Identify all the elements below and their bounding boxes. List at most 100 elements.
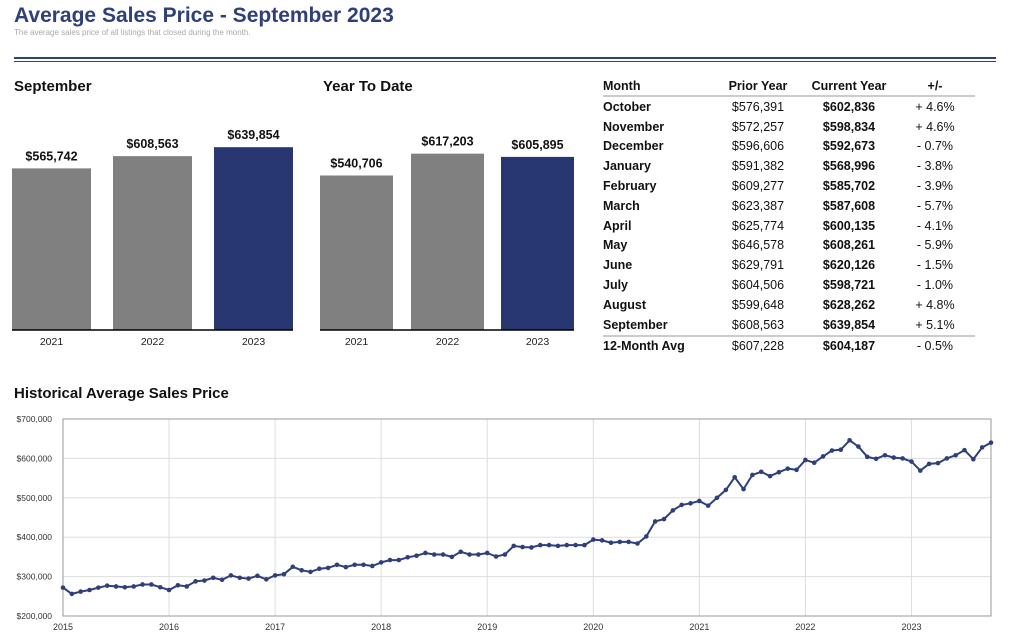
cell-month: July — [603, 278, 629, 293]
data-point — [423, 550, 428, 556]
data-point — [785, 466, 791, 471]
cell-current-year: $628,262 — [822, 297, 876, 312]
data-point — [847, 437, 852, 443]
cell-change: - 0.7% — [916, 139, 954, 154]
cell-current-year: $585,702 — [822, 179, 876, 194]
cell-month: August — [603, 297, 647, 312]
cell-change: - 0.5% — [895, 334, 975, 357]
x-tick-label: 2015 — [53, 622, 73, 632]
ytd-bar-2021 — [320, 175, 393, 330]
cell-current-year: $602,836 — [822, 99, 876, 114]
x-tick-label: 2019 — [477, 622, 497, 632]
data-point — [290, 564, 296, 570]
data-point — [856, 444, 861, 449]
september-bar-2023 — [214, 147, 293, 330]
september-bar-2022 — [113, 156, 192, 330]
data-point — [750, 472, 755, 478]
cell-current-year: $608,261 — [822, 238, 876, 253]
col-header-prior-year: Prior Year — [713, 76, 803, 97]
data-point — [794, 467, 799, 473]
cell-month: April — [603, 218, 632, 233]
data-point — [909, 459, 914, 464]
cell-current-year: $604,187 — [803, 334, 895, 357]
cell-current-year: $600,135 — [822, 218, 876, 233]
data-point — [113, 584, 119, 589]
ytd-category-label: 2023 — [526, 336, 550, 348]
ytd-chart-title: Year To Date — [323, 78, 413, 95]
cell-prior-year: $591,382 — [731, 159, 785, 174]
cell-prior-year: $608,563 — [731, 317, 785, 332]
y-tick-label: $700,000 — [17, 414, 53, 424]
data-point — [149, 582, 154, 587]
cell-change: + 4.6% — [915, 99, 955, 114]
data-point — [334, 562, 340, 568]
data-point — [900, 456, 905, 461]
data-point — [175, 582, 181, 588]
ytd-category-label: 2022 — [436, 336, 460, 348]
data-point — [308, 569, 313, 575]
data-point — [405, 554, 410, 560]
cell-change: - 4.1% — [916, 218, 954, 233]
data-point — [670, 508, 676, 513]
col-header-current-year: Current Year — [803, 76, 895, 97]
data-point — [458, 549, 464, 555]
data-point — [96, 585, 101, 590]
september-chart-title: September — [14, 78, 92, 95]
series-line — [62, 438, 992, 595]
y-tick-label: $400,000 — [17, 532, 53, 542]
data-point — [829, 448, 835, 453]
cell-prior-year: $629,791 — [731, 258, 785, 273]
september-category-label: 2022 — [141, 336, 165, 348]
historical-chart-title: Historical Average Sales Price — [14, 385, 229, 402]
data-point — [484, 550, 490, 556]
cell-prior-year: $609,277 — [731, 179, 785, 194]
cell-prior-year: $596,606 — [731, 139, 785, 154]
table-row: September $608,563 $639,854 + 5.1% — [603, 315, 975, 336]
cell-current-year: $620,126 — [822, 258, 876, 273]
x-tick-label: 2023 — [901, 622, 921, 632]
table-row: July $604,506 $598,721 - 1.0% — [603, 275, 975, 295]
data-point — [803, 457, 808, 463]
cell-prior-year: $623,387 — [731, 198, 785, 213]
data-point — [944, 456, 950, 461]
ytd-bar-2023 — [501, 156, 574, 330]
x-tick-label: 2016 — [159, 622, 179, 632]
cell-current-year: $587,608 — [822, 198, 876, 213]
september-bar-chart: $565,742 2021 $608,563 2022 $639,854 2023 — [12, 128, 293, 348]
data-point — [917, 468, 923, 473]
data-point — [873, 456, 879, 462]
cell-prior-year: $625,774 — [731, 218, 785, 233]
cell-month: December — [603, 139, 664, 154]
cell-month: June — [603, 258, 633, 273]
data-point — [352, 562, 357, 568]
plot-border — [62, 418, 992, 617]
data-point — [564, 542, 570, 548]
historical-line-chart: $200,000 $300,000 $400,000 $500,000 $600,000… — [17, 414, 994, 632]
data-point — [431, 552, 437, 557]
data-point — [476, 552, 481, 557]
table-row: February $609,277 $585,702 - 3.9% — [603, 176, 975, 196]
data-point — [864, 454, 870, 460]
data-point — [926, 461, 932, 467]
data-point — [661, 516, 667, 522]
data-point — [617, 539, 623, 545]
data-point — [529, 545, 534, 550]
data-point — [714, 495, 720, 501]
data-point — [971, 456, 976, 462]
data-point — [202, 578, 207, 583]
cell-prior-year: $576,391 — [731, 99, 785, 114]
cell-month: 12-Month Avg — [603, 334, 713, 357]
september-category-label: 2021 — [40, 336, 64, 348]
data-point — [246, 576, 251, 581]
data-point — [590, 537, 596, 542]
september-category-label: 2023 — [242, 336, 266, 348]
ytd-value-label: $605,895 — [511, 138, 563, 152]
data-point — [255, 573, 260, 579]
cell-change: - 1.0% — [916, 278, 954, 293]
data-point — [104, 583, 110, 588]
cell-prior-year: $572,257 — [731, 119, 785, 134]
table-row: December $596,606 $592,673 - 0.7% — [603, 137, 975, 157]
data-point — [193, 579, 198, 584]
table-row: April $625,774 $600,135 - 4.1% — [603, 216, 975, 236]
data-point — [87, 587, 92, 593]
